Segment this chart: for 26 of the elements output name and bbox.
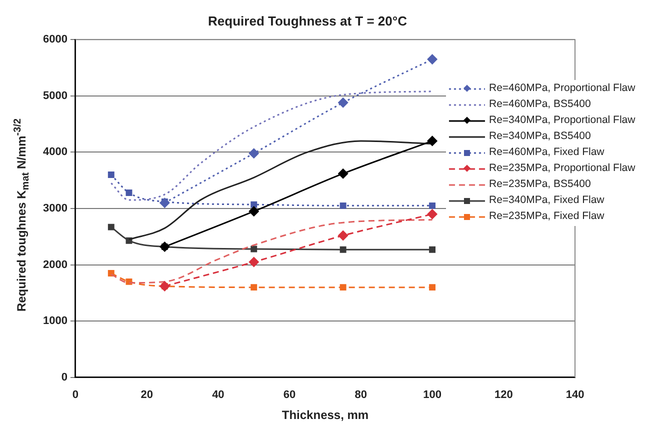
legend-label: Re=235MPa, Proportional Flaw (489, 161, 636, 176)
legend-label: Re=235MPa, Fixed Flaw (489, 209, 604, 224)
y-tick-label: 0 (61, 371, 68, 384)
x-tick-label: 120 (494, 389, 513, 402)
x-tick-label: 40 (212, 389, 224, 402)
chart-title: Required Toughness at T = 20°C (208, 13, 408, 28)
y-tick-label: 2000 (42, 258, 68, 271)
x-tick-label: 80 (354, 389, 368, 402)
legend-label: Re=460MPa, Proportional Flaw (489, 81, 636, 96)
x-tick-label: 60 (283, 389, 296, 402)
x-tick-label: 0 (72, 389, 79, 402)
legend-label: Re=460MPa, Fixed Flaw (489, 145, 604, 160)
legend-label: Re=235MPa, BS5400 (489, 177, 591, 192)
x-tick-label: 140 (566, 389, 584, 402)
y-tick-label: 1000 (42, 315, 68, 328)
x-tick-label: 20 (140, 389, 153, 402)
x-tick-label: 100 (423, 389, 442, 402)
y-tick-label: 6000 (42, 34, 68, 46)
legend-label: Re=340MPa, Fixed Flaw (489, 193, 604, 208)
legend-label: Re=340MPa, BS5400 (489, 129, 591, 144)
y-tick-label: 3000 (42, 202, 68, 215)
legend-label: Re=340MPa, Proportional Flaw (489, 113, 636, 128)
x-axis-title: Thickness, mm (282, 408, 369, 422)
legend-label: Re=460MPa, BS5400 (489, 97, 591, 112)
y-tick-label: 5000 (42, 90, 68, 102)
y-tick-label: 4000 (42, 146, 68, 158)
